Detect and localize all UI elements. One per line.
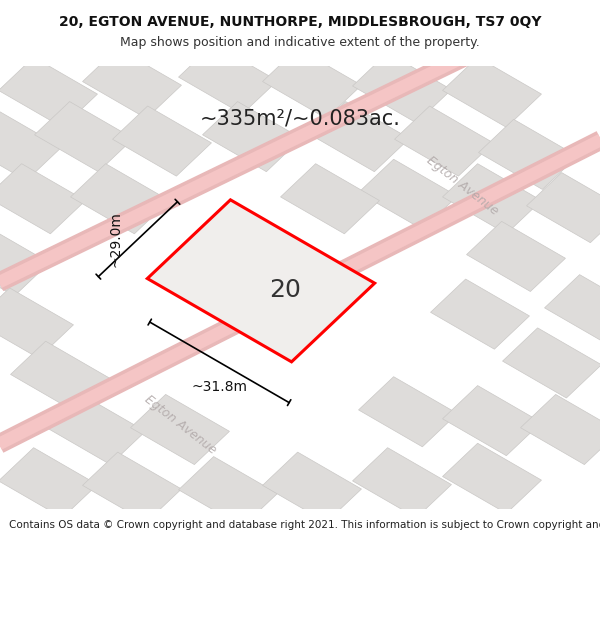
Polygon shape [503,328,600,398]
Polygon shape [0,111,61,181]
Text: 20: 20 [269,278,301,302]
Polygon shape [0,164,85,234]
Text: ~335m²/~0.083ac.: ~335m²/~0.083ac. [200,109,400,129]
Polygon shape [131,394,229,464]
Polygon shape [0,226,49,296]
Polygon shape [521,394,600,464]
Text: Map shows position and indicative extent of the property.: Map shows position and indicative extent… [120,36,480,49]
Polygon shape [467,221,565,291]
Polygon shape [395,106,493,176]
Text: Contains OS data © Crown copyright and database right 2021. This information is : Contains OS data © Crown copyright and d… [9,520,600,530]
Polygon shape [203,102,301,172]
Polygon shape [83,452,181,522]
Polygon shape [545,274,600,345]
Polygon shape [353,448,451,518]
Text: ~29.0m: ~29.0m [108,211,122,267]
Polygon shape [0,288,73,358]
Polygon shape [47,394,145,464]
Polygon shape [431,279,529,349]
Polygon shape [179,44,277,114]
Polygon shape [479,119,577,189]
Polygon shape [443,58,541,127]
Polygon shape [353,52,451,123]
Polygon shape [527,173,600,242]
Polygon shape [71,164,169,234]
Text: Egton Avenue: Egton Avenue [142,393,218,457]
Text: ~31.8m: ~31.8m [191,380,247,394]
Polygon shape [113,106,211,176]
Polygon shape [359,159,457,229]
Polygon shape [443,386,541,456]
Polygon shape [0,58,97,127]
Polygon shape [35,102,133,172]
Polygon shape [263,48,361,118]
Polygon shape [311,102,409,172]
Polygon shape [263,452,361,522]
Polygon shape [0,448,97,518]
Text: 20, EGTON AVENUE, NUNTHORPE, MIDDLESBROUGH, TS7 0QY: 20, EGTON AVENUE, NUNTHORPE, MIDDLESBROU… [59,15,541,29]
Polygon shape [148,200,374,362]
Polygon shape [281,164,379,234]
Polygon shape [443,164,541,234]
Polygon shape [179,457,277,527]
Polygon shape [11,341,109,411]
Text: Egton Avenue: Egton Avenue [424,154,500,218]
Polygon shape [443,443,541,513]
Polygon shape [83,48,181,118]
Polygon shape [359,377,457,447]
